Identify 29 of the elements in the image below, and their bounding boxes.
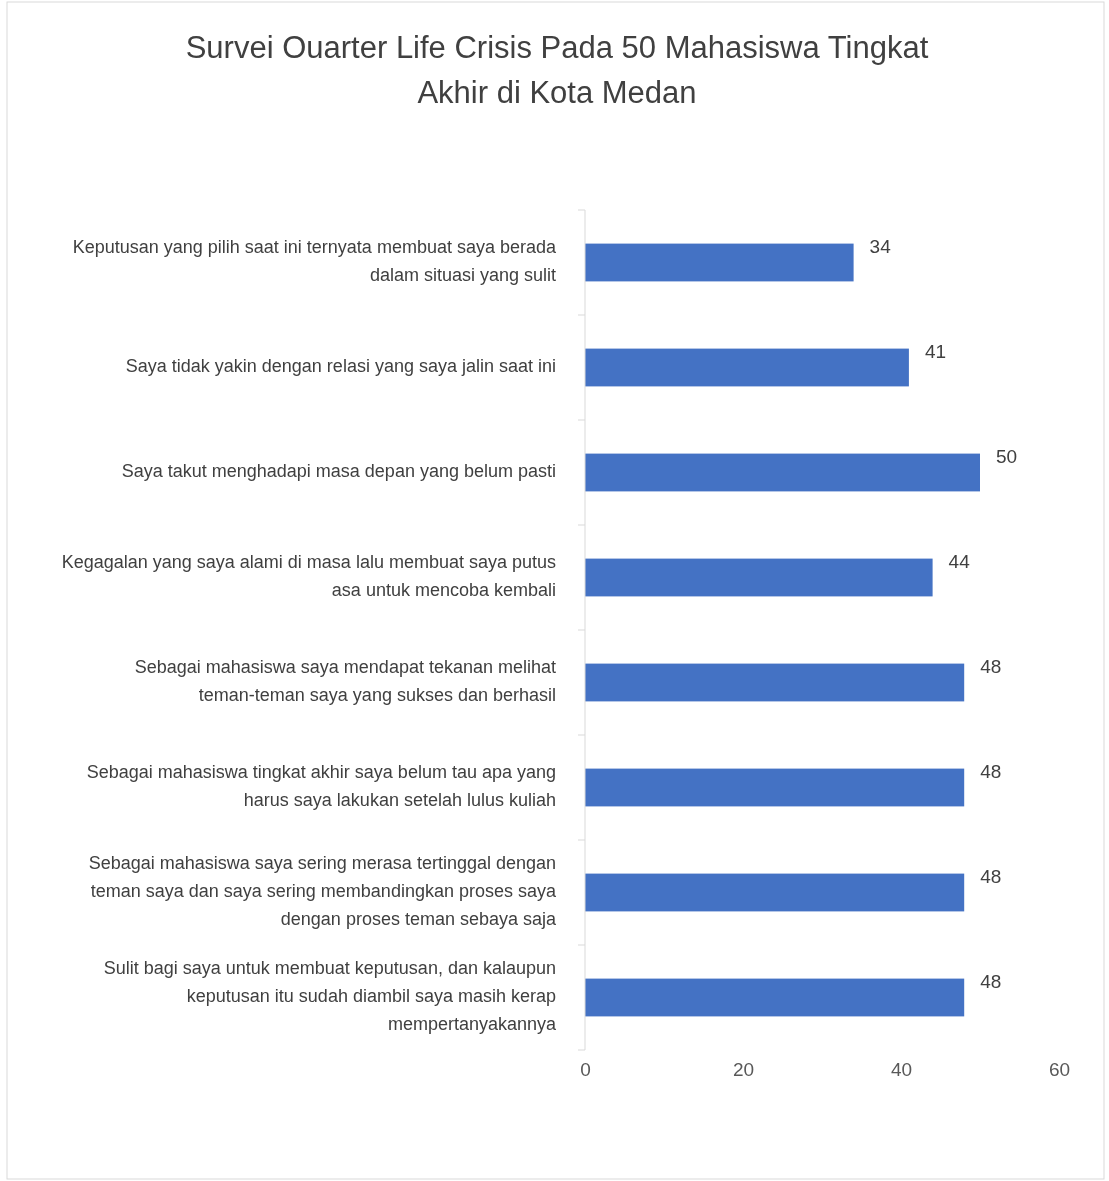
y-tick-label: Sulit bagi saya untuk membuat keputusan, dan kalaupun keputusan itu sudah diambil saya masih kerap mempertanyakannya xyxy=(103,958,557,1035)
bar xyxy=(585,558,933,597)
data-label: 48 xyxy=(980,655,1002,677)
x-tick-label: 0 xyxy=(580,1059,591,1081)
y-tick-label: Saya takut menghadapi masa depan yang belum pasti xyxy=(121,461,556,482)
y-tick-label: Sebagai mahasiswa saya mendapat tekanan melihat teman-teman saya yang sukses dan berhasil xyxy=(134,657,556,706)
data-label: 44 xyxy=(948,550,971,572)
chart-title: Survei Ouarter Life Crisis Pada 50 Mahasiswa Tingkat Akhir di Kota Medan xyxy=(185,29,929,110)
y-tick-label: Keputusan yang pilih saat ini ternyata membuat saya berada dalam situasi yang sulit xyxy=(72,237,557,286)
data-label: 48 xyxy=(980,760,1002,782)
bar xyxy=(585,663,965,702)
bar xyxy=(585,453,980,492)
bar xyxy=(585,243,854,282)
bar xyxy=(585,873,965,912)
bar xyxy=(585,978,965,1017)
x-tick-label: 40 xyxy=(890,1059,913,1081)
data-label: 34 xyxy=(869,235,892,257)
data-label: 48 xyxy=(980,865,1002,887)
x-tick-label: 20 xyxy=(732,1059,755,1081)
data-label: 48 xyxy=(980,970,1002,992)
bar xyxy=(585,348,909,387)
data-label: 50 xyxy=(996,445,1018,467)
y-tick-label: Sebagai mahasiswa tingkat akhir saya belum tau apa yang harus saya lakukan setelah lulus kuliah xyxy=(86,762,556,811)
bar xyxy=(585,768,965,807)
x-tick-label: 60 xyxy=(1048,1059,1071,1081)
y-tick-label: Kegagalan yang saya alami di masa lalu membuat saya putus asa untuk mencoba kembali xyxy=(61,552,556,601)
y-tick-label: Sebagai mahasiswa saya sering merasa tertinggal dengan teman saya dan saya sering membandingkan proses saya dengan proses teman sebaya saja xyxy=(88,853,557,930)
data-label: 41 xyxy=(924,340,947,362)
y-tick-label: Saya tidak yakin dengan relasi yang saya jalin saat ini xyxy=(125,356,556,377)
